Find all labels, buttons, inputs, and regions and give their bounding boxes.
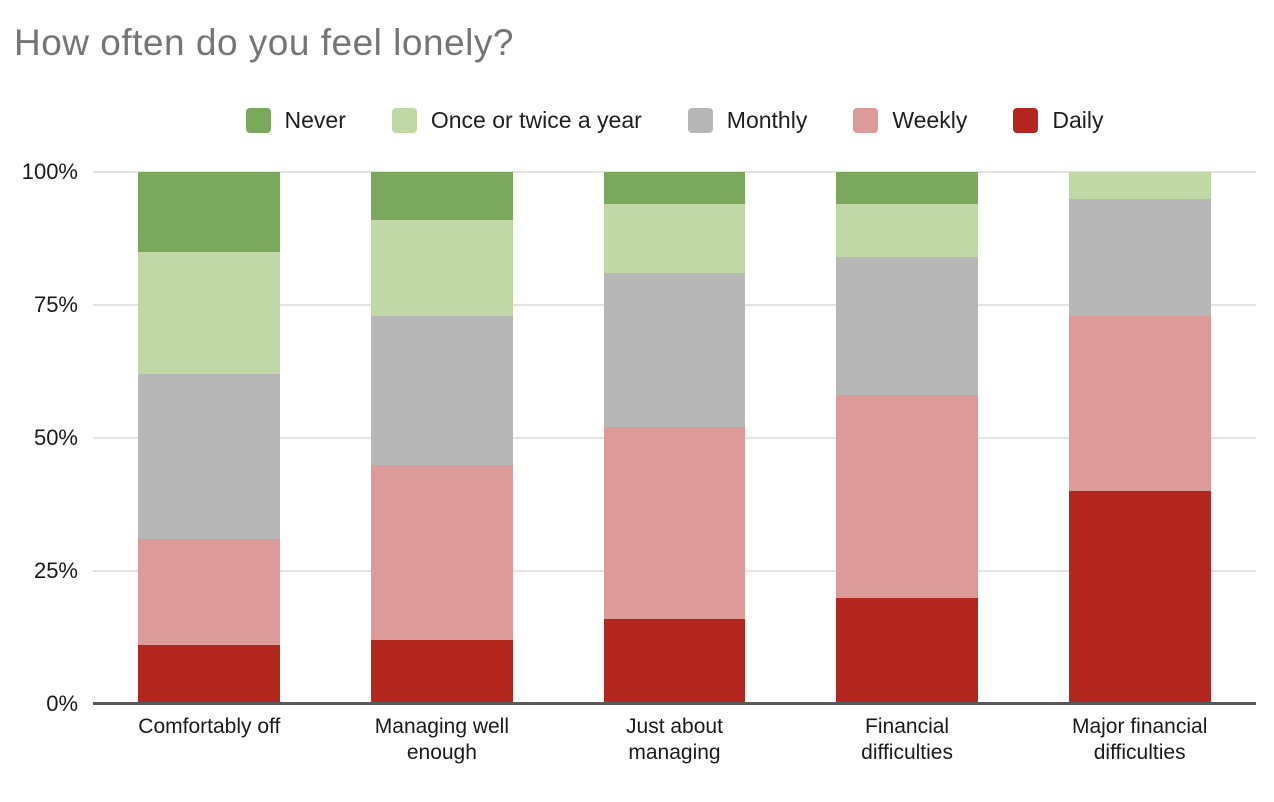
bar-segment[interactable] bbox=[370, 315, 513, 465]
bar-segment[interactable] bbox=[138, 172, 281, 252]
legend-swatch-icon bbox=[1013, 107, 1039, 133]
bar-segment[interactable] bbox=[603, 427, 746, 619]
bar-segment[interactable] bbox=[836, 257, 979, 396]
legend-swatch-icon bbox=[245, 107, 271, 133]
y-tick-label: 50% bbox=[33, 425, 78, 450]
bar-segment[interactable] bbox=[370, 219, 513, 316]
bar-segment[interactable] bbox=[138, 251, 281, 375]
y-tick-label: 25% bbox=[33, 558, 78, 583]
x-axis-line bbox=[93, 702, 1256, 705]
bar-segment[interactable] bbox=[836, 172, 979, 204]
x-category-label: Just about managing bbox=[626, 715, 723, 764]
x-category-label: Financial difficulties bbox=[861, 715, 953, 764]
chart-title: How often do you feel lonely? bbox=[14, 22, 514, 63]
bar-segment[interactable] bbox=[603, 203, 746, 274]
bar-segment[interactable] bbox=[138, 539, 281, 646]
bar-slot bbox=[1023, 172, 1256, 704]
legend-item[interactable]: Never bbox=[245, 106, 346, 134]
bar-segment[interactable] bbox=[138, 374, 281, 540]
bar-group bbox=[93, 172, 1256, 704]
stacked-bar[interactable] bbox=[370, 172, 513, 704]
legend-swatch-icon bbox=[853, 107, 879, 133]
bar-segment[interactable] bbox=[370, 172, 513, 220]
bar-segment[interactable] bbox=[370, 640, 513, 704]
bar-segment[interactable] bbox=[603, 618, 746, 704]
bar-segment[interactable] bbox=[836, 597, 979, 704]
legend-label: Daily bbox=[1052, 106, 1104, 133]
x-axis-labels: Comfortably off Managing well enough Just … bbox=[93, 714, 1256, 765]
bar-segment[interactable] bbox=[1068, 172, 1211, 199]
y-tick-label: 0% bbox=[46, 691, 78, 716]
y-tick-label: 75% bbox=[33, 292, 78, 317]
bar-segment[interactable] bbox=[836, 203, 979, 258]
bar-segment[interactable] bbox=[836, 395, 979, 598]
bar-segment[interactable] bbox=[603, 273, 746, 428]
legend-label: Monthly bbox=[726, 106, 808, 133]
bar-slot bbox=[558, 172, 791, 704]
legend-swatch-icon bbox=[687, 107, 713, 133]
legend-item[interactable]: Daily bbox=[1013, 107, 1103, 134]
bar-segment[interactable] bbox=[1068, 315, 1211, 492]
legend-label: Weekly bbox=[892, 106, 968, 133]
legend-item[interactable]: Weekly bbox=[853, 107, 967, 134]
bar-slot bbox=[93, 172, 326, 704]
legend-label: Once or twice a year bbox=[430, 106, 642, 133]
legend-item[interactable]: Once or twice a year bbox=[391, 106, 642, 134]
bar-segment[interactable] bbox=[603, 172, 746, 204]
y-tick-label: 100% bbox=[21, 159, 78, 184]
stacked-bar[interactable] bbox=[1068, 172, 1211, 704]
x-category-label: Comfortably off bbox=[138, 715, 281, 738]
legend-item[interactable]: Monthly bbox=[687, 106, 808, 134]
y-axis-labels: 0% 25% 50% 75% 100% bbox=[0, 159, 78, 716]
x-category-label: Managing well enough bbox=[374, 715, 510, 764]
plot-area bbox=[93, 171, 1256, 705]
stacked-bar[interactable] bbox=[836, 172, 979, 704]
stacked-bar[interactable] bbox=[138, 172, 281, 704]
stacked-bar[interactable] bbox=[603, 172, 746, 704]
x-category-label: Major financial difficulties bbox=[1071, 715, 1208, 764]
bar-slot bbox=[326, 172, 559, 704]
bar-segment[interactable] bbox=[370, 464, 513, 641]
legend-label: Never bbox=[284, 106, 346, 133]
chart-legend: Never Once or twice a year Monthly Weekly Da… bbox=[93, 100, 1256, 140]
bar-segment[interactable] bbox=[1068, 491, 1211, 704]
bar-segment[interactable] bbox=[1068, 198, 1211, 316]
bar-segment[interactable] bbox=[138, 645, 281, 704]
legend-swatch-icon bbox=[391, 107, 417, 133]
bar-slot bbox=[791, 172, 1024, 704]
